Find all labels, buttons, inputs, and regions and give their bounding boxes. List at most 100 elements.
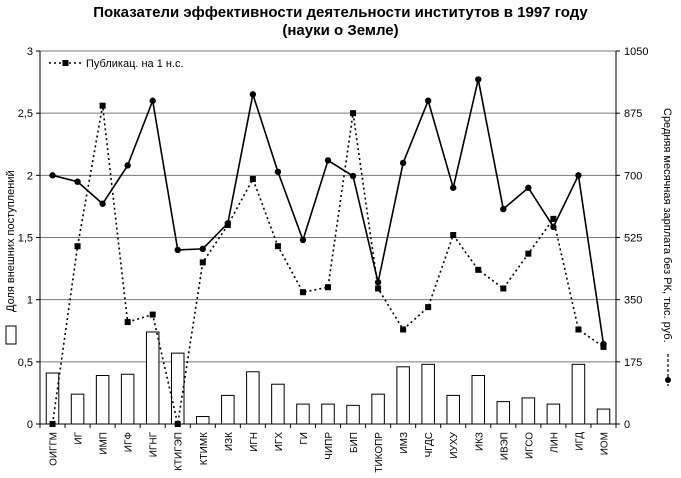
publications-point (375, 285, 382, 292)
legend: Публикац. на 1 н.с. (49, 58, 184, 70)
salary-point (74, 178, 81, 185)
bar (596, 408, 611, 425)
category-label: ИЗК (224, 432, 235, 451)
category-label: ИМЗ (399, 432, 410, 454)
bar (521, 397, 536, 425)
left-tick-label: 2 (27, 170, 33, 182)
category-label: ИГСО (524, 432, 535, 459)
salary-point (475, 76, 482, 83)
right-tick-label: 1050 (624, 46, 648, 58)
salary-point (174, 246, 181, 254)
category-label: ИГФ (124, 432, 135, 453)
category-label: ИМП (99, 432, 110, 455)
category-label: ЧИПР (324, 432, 335, 460)
right-axis-circle-symbol (665, 377, 671, 383)
salary-point (299, 236, 307, 244)
publications-point (99, 102, 106, 109)
publications-point (450, 232, 457, 239)
left-tick-label: 0,5 (18, 357, 33, 369)
publications-point (425, 304, 432, 311)
salary-point (49, 172, 56, 179)
publications-point (525, 250, 532, 257)
category-label: ИГХ (274, 432, 285, 452)
category-label: ТИКОПР (374, 432, 385, 473)
bar (321, 403, 335, 425)
salary-point (124, 162, 131, 169)
right-tick-label: 700 (624, 170, 642, 182)
publications-point (74, 243, 81, 250)
category-label: ИГНГ (149, 431, 160, 457)
right-tick-label: 0 (624, 419, 630, 431)
bar (196, 416, 210, 425)
left-tick-label: 2,5 (18, 108, 33, 120)
category-label: ОИГГМ (49, 432, 60, 466)
category-label: ЧГДС (424, 432, 435, 457)
publications-point (124, 319, 131, 326)
bar (95, 375, 110, 425)
category-label: ИВЭП (499, 432, 510, 460)
bar (271, 383, 285, 425)
salary-point (224, 220, 232, 227)
publications-point (400, 326, 407, 333)
category-label: ИГД (574, 432, 585, 451)
left-tick-label: 3 (27, 46, 33, 58)
title-line: Показатели эффективности деятельности ин… (93, 4, 588, 21)
salary-point (600, 340, 607, 348)
bar (70, 393, 85, 425)
salary-point (99, 200, 106, 207)
left-tick-label: 0 (27, 419, 33, 431)
left-axis-label: Доля внешних поступлений (5, 170, 17, 312)
left-tick-label: 1 (27, 295, 33, 307)
salary-point (500, 205, 507, 213)
category-label: ИКЗ (474, 432, 485, 451)
publications-point (299, 289, 306, 296)
chart-title: Показатели эффективности деятельности ин… (0, 4, 681, 40)
category-labels: ОИГГМ ИГ ИМП ИГФ ИГНГ КТИГЭП КТИМК ИЗК ИГН ИГХ ГИ Ч… (49, 431, 611, 472)
right-tick-label: 175 (624, 357, 642, 369)
category-label: ИГН (249, 432, 260, 452)
publications-point (575, 326, 582, 333)
legend-square-marker (62, 60, 69, 66)
bar (221, 394, 235, 425)
salary-point (374, 279, 382, 286)
right-tick-label: 875 (624, 108, 642, 120)
publications-point (350, 110, 357, 117)
bar (170, 352, 185, 425)
salary-point (550, 223, 557, 231)
publications-point (475, 266, 482, 273)
bar (421, 363, 435, 425)
axis-labels: Доля внешних поступлений Средняя месячная… (5, 108, 673, 386)
publications-point (500, 285, 507, 292)
bar (120, 373, 135, 425)
left-tick-label: 1,5 (18, 233, 33, 245)
salary-point (450, 184, 457, 191)
salary-point (274, 168, 282, 175)
publications-point (149, 311, 156, 318)
salary-point (575, 172, 582, 179)
salary-line (52, 79, 605, 345)
bar (296, 403, 310, 425)
category-label: ГИ (299, 432, 310, 445)
category-label: КТИГЭП (174, 432, 185, 471)
publications-line (51, 105, 604, 425)
bar-series (45, 331, 611, 425)
grid-lines (40, 50, 616, 363)
salary-point (525, 184, 532, 191)
publications-point (325, 284, 331, 291)
legend-label: Публикац. на 1 н.с. (86, 58, 184, 70)
publications-point (199, 259, 206, 266)
salary-point (424, 97, 432, 104)
category-label: ИУХУ (449, 431, 460, 458)
salary-point (249, 91, 257, 98)
right-tick-label: 350 (624, 295, 642, 307)
bar (571, 363, 586, 425)
publications-point (274, 243, 281, 250)
bar (346, 404, 360, 425)
tick-labels: 0 0,5 1 1,5 2 2,5 3 0 175 350 525 700 875 1050 (18, 46, 649, 431)
bar (546, 403, 561, 425)
subtitle-line: (науки о Земле) (282, 22, 399, 39)
axes (36, 50, 620, 428)
bar (371, 393, 385, 425)
left-axis-bar-symbol (5, 325, 17, 345)
